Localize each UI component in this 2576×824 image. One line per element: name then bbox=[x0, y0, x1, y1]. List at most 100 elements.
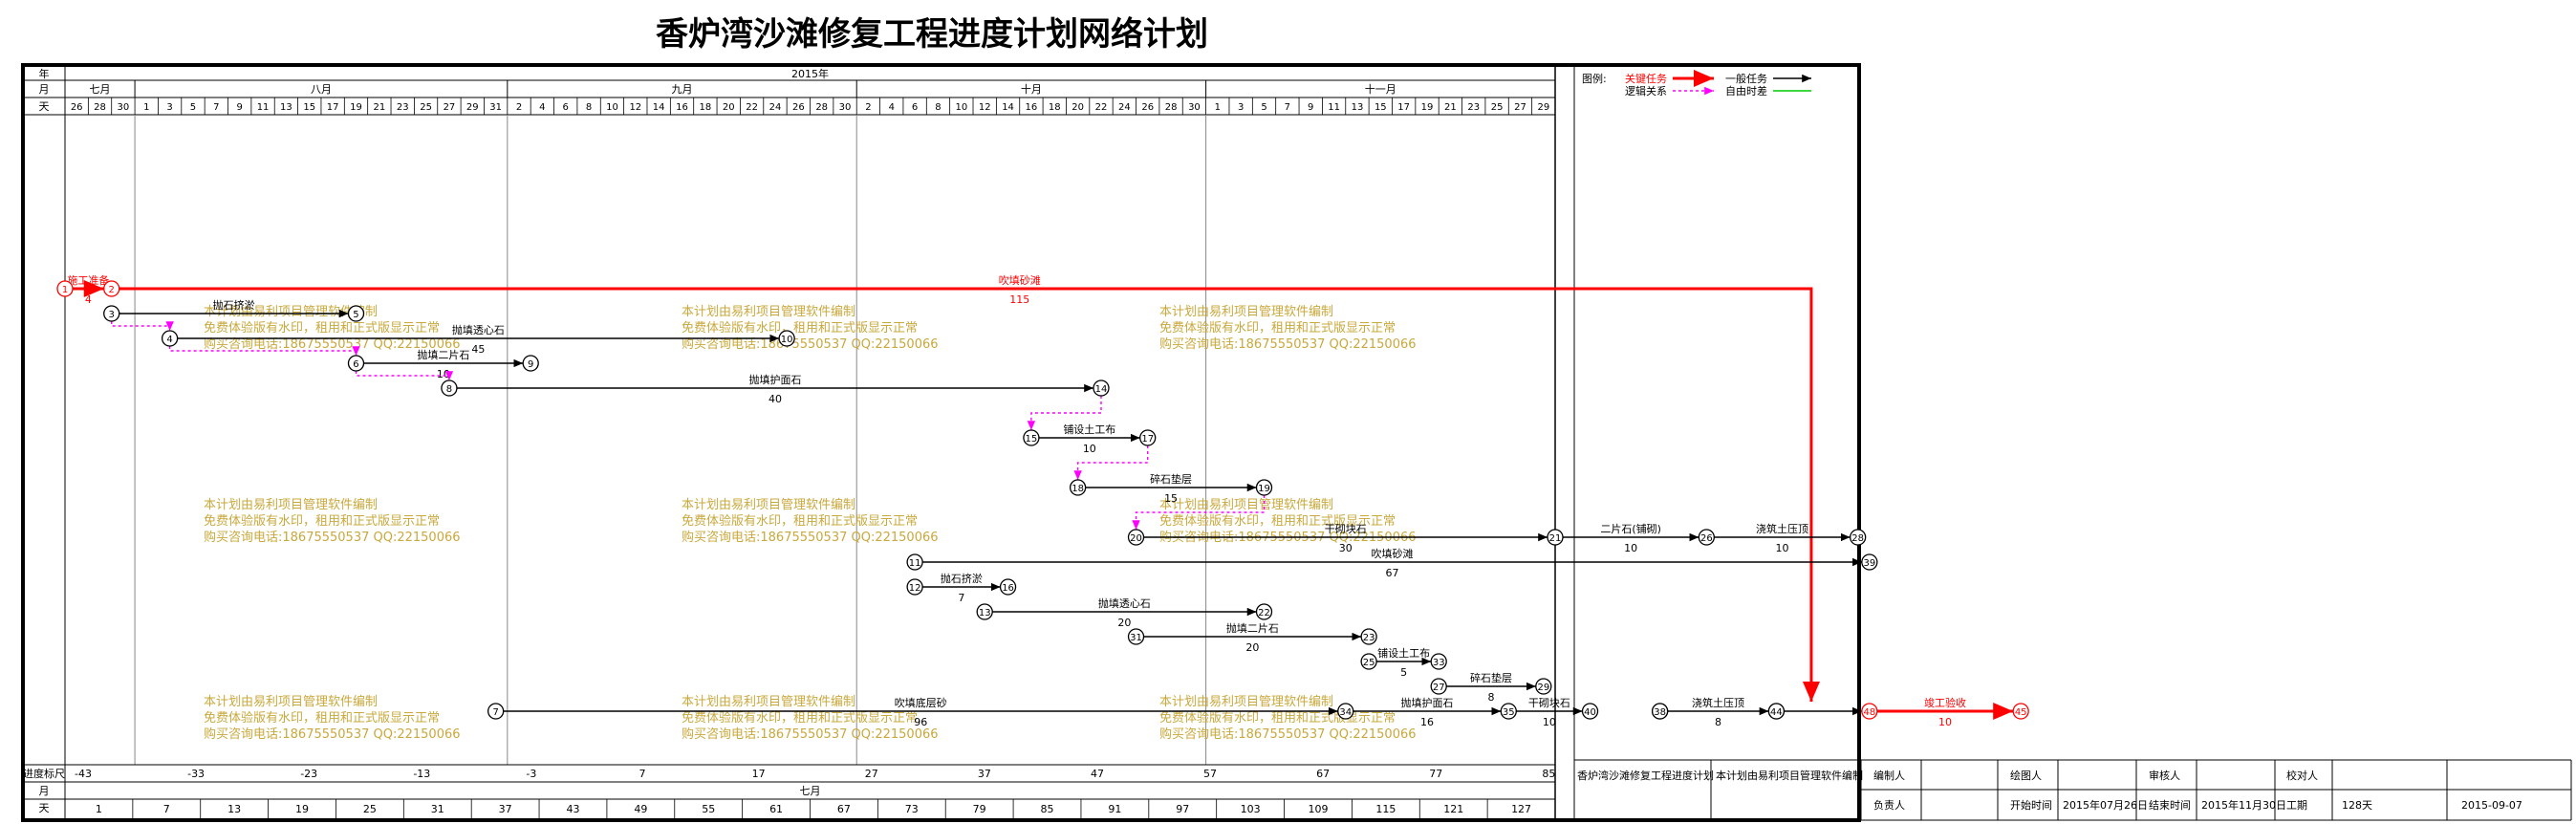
header-month: 十一月 bbox=[1365, 82, 1396, 96]
event-node-label: 27 bbox=[1433, 683, 1445, 693]
header-day: 15 bbox=[1375, 102, 1387, 113]
ruler-tick-label: 37 bbox=[978, 768, 991, 780]
header-day: 23 bbox=[397, 102, 409, 113]
event-node bbox=[347, 355, 365, 372]
header-day: 16 bbox=[1026, 102, 1038, 113]
task-duration: 16 bbox=[1420, 716, 1434, 728]
header-day: 21 bbox=[373, 102, 385, 113]
bottom-day: 25 bbox=[363, 803, 377, 815]
task-arrow bbox=[119, 287, 1820, 702]
event-node-label: 33 bbox=[1433, 658, 1445, 668]
header-day: 25 bbox=[420, 102, 432, 113]
task-duration: 96 bbox=[914, 716, 927, 728]
bottom-day: 13 bbox=[227, 803, 241, 815]
event-node-label: 39 bbox=[1863, 558, 1875, 569]
event-node bbox=[2012, 703, 2029, 720]
bottom-day: 31 bbox=[431, 803, 444, 815]
legend-title: 图例: bbox=[1582, 72, 1607, 85]
watermark-text: 免费体验版有水印，租用和正式版显示正常 bbox=[204, 513, 440, 529]
info-project: 香炉湾沙滩修复工程进度计划 bbox=[1577, 769, 1714, 782]
event-node-label: 7 bbox=[492, 707, 498, 718]
bottom-day: 121 bbox=[1443, 803, 1463, 815]
header-day: 3 bbox=[166, 102, 172, 113]
header-day: 3 bbox=[1238, 102, 1244, 113]
watermark-text: 本计划由易利项目管理软件编制 bbox=[204, 695, 378, 709]
event-node-label: 38 bbox=[1654, 707, 1666, 718]
header-day: 14 bbox=[1002, 102, 1014, 113]
event-node-label: 48 bbox=[1863, 707, 1875, 718]
header-day: 17 bbox=[327, 102, 339, 113]
event-node-label: 11 bbox=[909, 558, 921, 569]
header-day: 9 bbox=[237, 102, 243, 113]
ruler-tick-label: -13 bbox=[413, 768, 430, 780]
legend-logic-label: 逻辑关系 bbox=[1625, 84, 1667, 98]
info-end: 2015年11月30日 bbox=[2201, 798, 2286, 812]
ruler-tick-label: 47 bbox=[1091, 768, 1104, 780]
header-day: 29 bbox=[466, 102, 479, 113]
info-label: 开始时间 bbox=[2010, 798, 2052, 812]
event-node bbox=[1535, 678, 1552, 695]
task-label: 抛填二片石 bbox=[1226, 621, 1279, 635]
info-label: 审核人 bbox=[2149, 769, 2180, 782]
header-day: 15 bbox=[303, 102, 315, 113]
task-duration: 10 bbox=[1543, 716, 1556, 728]
info-software: 本计划由易利项目管理软件编制 bbox=[1716, 769, 1863, 782]
task-label: 铺设土工布 bbox=[1377, 647, 1430, 660]
header-day: 26 bbox=[71, 102, 83, 113]
task-label: 干砌块石 bbox=[1325, 523, 1367, 535]
task-duration: 115 bbox=[1009, 293, 1029, 306]
task-label: 抛填二片石 bbox=[417, 348, 469, 361]
header-day: 5 bbox=[190, 102, 196, 113]
event-node-label: 20 bbox=[1130, 533, 1142, 544]
bottom-month: 七月 bbox=[800, 785, 821, 797]
task-duration: 8 bbox=[1715, 716, 1721, 728]
header-day: 21 bbox=[1444, 102, 1457, 113]
event-node-label: 15 bbox=[1026, 434, 1038, 445]
event-node-label: 19 bbox=[1258, 484, 1270, 494]
header-day: 16 bbox=[676, 102, 688, 113]
logic-link bbox=[355, 371, 454, 380]
bottom-day: 61 bbox=[769, 803, 783, 815]
info-label: 负责人 bbox=[1873, 798, 1905, 812]
watermark-text: 本计划由易利项目管理软件编制 bbox=[204, 498, 378, 512]
header-day: 22 bbox=[1095, 102, 1108, 113]
header-day: 7 bbox=[1285, 102, 1290, 113]
event-node-label: 31 bbox=[1130, 633, 1142, 643]
bottom-day: 91 bbox=[1108, 803, 1121, 815]
event-node bbox=[1850, 529, 1867, 546]
header-day: 13 bbox=[1352, 102, 1364, 113]
info-start: 2015年07月26日 bbox=[2063, 798, 2148, 812]
event-node bbox=[1337, 703, 1354, 720]
task-duration: 7 bbox=[958, 592, 964, 604]
bottom-day: 127 bbox=[1511, 803, 1531, 815]
task-duration: 8 bbox=[1488, 691, 1495, 704]
event-node-label: 14 bbox=[1095, 384, 1108, 395]
event-node-label: 40 bbox=[1584, 707, 1596, 718]
task-label: 吹填砂滩 bbox=[999, 273, 1041, 287]
bottom-day: 19 bbox=[295, 803, 309, 815]
event-node bbox=[1767, 703, 1786, 720]
header-day: 24 bbox=[1118, 102, 1131, 113]
event-node-label: 4 bbox=[166, 335, 172, 345]
bottom-day: 7 bbox=[163, 803, 170, 815]
bottom-day: 73 bbox=[905, 803, 919, 815]
bottom-day: 67 bbox=[837, 803, 851, 815]
event-node-label: 29 bbox=[1537, 683, 1549, 693]
event-node-label: 1 bbox=[62, 285, 68, 295]
event-node-label: 18 bbox=[1072, 484, 1084, 494]
info-label: 编制人 bbox=[1873, 769, 1905, 782]
page-title: 香炉湾沙滩修复工程进度计划网络计划 bbox=[656, 15, 1208, 54]
task-duration: 30 bbox=[1339, 542, 1353, 554]
header-day: 27 bbox=[444, 102, 456, 113]
bottom-day: 109 bbox=[1308, 803, 1328, 815]
bottom-day: 85 bbox=[1041, 803, 1054, 815]
watermark-text: 本计划由易利项目管理软件编制 bbox=[682, 498, 855, 512]
event-node-label: 12 bbox=[909, 583, 921, 594]
watermark-text: 购买咨询电话:18675550537 QQ:22150066 bbox=[682, 530, 939, 545]
header-day: 28 bbox=[1165, 102, 1178, 113]
event-node-label: 21 bbox=[1549, 533, 1562, 544]
watermark-text: 免费体验版有水印，租用和正式版显示正常 bbox=[204, 710, 440, 726]
